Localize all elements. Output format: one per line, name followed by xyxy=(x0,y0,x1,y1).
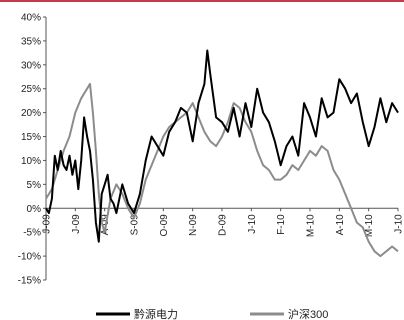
y-tick-label: 35% xyxy=(21,36,41,47)
y-tick-label: 0% xyxy=(27,204,42,215)
legend: 黔源电力 沪深300 xyxy=(96,307,328,320)
legend-item-qianyuan: 黔源电力 xyxy=(96,307,178,320)
series-line-qianyuan xyxy=(45,49,399,243)
x-tick-label: F-10 xyxy=(276,214,287,235)
y-tick-label: -15% xyxy=(18,276,41,287)
x-tick-label: M-10 xyxy=(364,214,375,237)
y-tick-label: 10% xyxy=(21,156,41,167)
x-tick-label: J-09 xyxy=(42,214,53,234)
x-tick-label: O-09 xyxy=(159,214,170,237)
legend-item-hs300: 沪深300 xyxy=(250,307,328,320)
x-tick-label: M-10 xyxy=(306,214,317,237)
y-tick-label: 20% xyxy=(21,108,41,119)
series-line-hs300 xyxy=(45,82,399,258)
y-tick-label: 30% xyxy=(21,60,41,71)
x-tick-label: J-10 xyxy=(247,214,258,234)
y-tick-label: 5% xyxy=(27,180,42,191)
y-tick-label: 25% xyxy=(21,84,41,95)
y-tick-label: -10% xyxy=(18,252,41,263)
legend-label: 沪深300 xyxy=(288,307,328,320)
x-tick-label: A-10 xyxy=(335,214,346,236)
legend-label: 黔源电力 xyxy=(134,307,178,320)
x-tick-label: D-09 xyxy=(218,214,229,236)
series-layer xyxy=(45,49,399,258)
y-tick-label: 15% xyxy=(21,132,41,143)
x-tick-label: J-09 xyxy=(71,214,82,234)
y-tick-label: -5% xyxy=(23,228,41,239)
y-tick-label: 40% xyxy=(21,13,41,24)
y-axis: -15% -10% -5% 0% 5% 10% 15% 20% 25% 30% 35% 40% xyxy=(18,13,47,287)
x-tick-label: N-09 xyxy=(188,214,199,236)
x-tick-label: J-10 xyxy=(394,214,404,234)
x-axis: J-09 J-09 A-09 S-09 O-09 N-09 D-09 J-10 F-10 M-10… xyxy=(42,207,404,237)
x-tick-label: S-09 xyxy=(130,214,141,236)
